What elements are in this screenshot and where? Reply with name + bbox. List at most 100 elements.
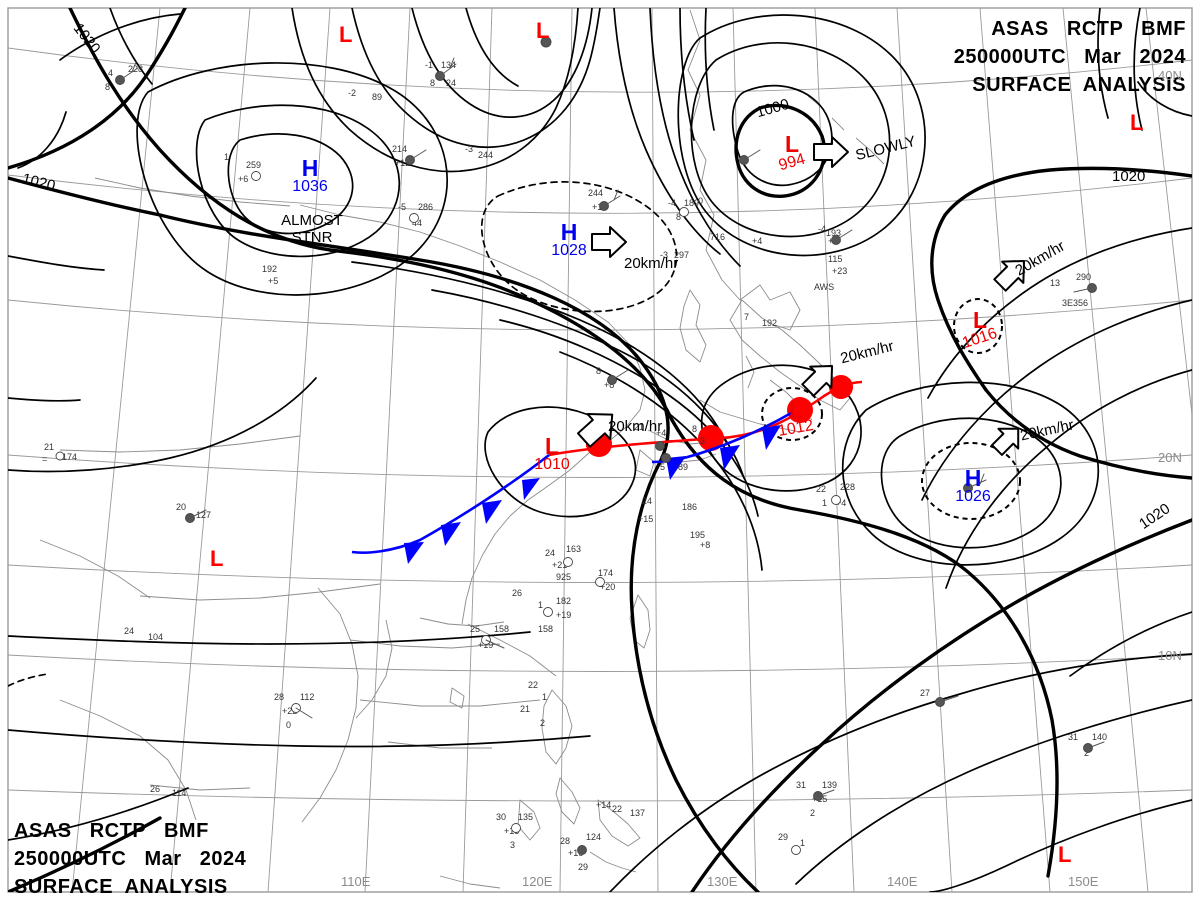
svg-text:925: 925: [556, 572, 571, 582]
dashed-circle-low-1016: [953, 298, 1003, 354]
svg-text:2: 2: [810, 808, 815, 818]
low-marker-left-lower: L: [210, 546, 224, 571]
svg-text:28: 28: [560, 836, 570, 846]
svg-text:158: 158: [538, 624, 553, 634]
svg-text:193: 193: [826, 228, 841, 238]
svg-text:-4: -4: [668, 198, 676, 208]
almost-stnr-line-2: STNR: [291, 229, 333, 246]
svg-text:24: 24: [642, 496, 652, 506]
svg-text:174: 174: [598, 568, 613, 578]
svg-text:228: 228: [840, 482, 855, 492]
svg-text:1: 1: [224, 152, 229, 162]
svg-text:+19: +19: [478, 640, 493, 650]
pressure-system-high-1028: H 1028: [547, 221, 591, 260]
motion-arrow-high-1028: [591, 226, 627, 258]
svg-text:+8: +8: [700, 540, 710, 550]
svg-text:135: 135: [518, 812, 533, 822]
pressure-system-low-994: L 994: [770, 133, 814, 175]
svg-text:26: 26: [512, 588, 522, 598]
svg-text:29: 29: [578, 862, 588, 872]
svg-text:137: 137: [630, 808, 645, 818]
svg-text:22: 22: [528, 680, 538, 690]
svg-text:+4: +4: [656, 428, 666, 438]
svg-text:5: 5: [660, 462, 665, 472]
svg-text:182: 182: [556, 596, 571, 606]
svg-text:+22: +22: [282, 706, 297, 716]
lon-label-150e: 150E: [1068, 874, 1099, 889]
low-marker-top-left: L: [339, 22, 353, 47]
svg-text:+15: +15: [638, 514, 653, 524]
svg-text:134: 134: [441, 60, 456, 70]
graticule: [8, 8, 1192, 892]
pressure-system-low-1016: L 1016: [958, 309, 1002, 353]
svg-text:+16: +16: [568, 848, 583, 858]
svg-text:0: 0: [286, 720, 291, 730]
motion-label-high-1028: 20km/hr: [624, 255, 679, 272]
low-marker-right-upper: L: [1130, 110, 1144, 135]
svg-text:8: 8: [105, 82, 110, 92]
svg-text:+4: +4: [836, 498, 846, 508]
svg-text:+21: +21: [552, 560, 567, 570]
svg-text:+19: +19: [556, 610, 571, 620]
svg-text:+15: +15: [504, 826, 519, 836]
svg-text:-3: -3: [660, 250, 668, 260]
svg-text:+8: +8: [604, 380, 614, 390]
svg-text:26: 26: [150, 784, 160, 794]
svg-text:28: 28: [274, 692, 284, 702]
lon-label-120e: 120E: [522, 874, 553, 889]
svg-text:+12: +12: [395, 158, 410, 168]
svg-text:21: 21: [44, 442, 54, 452]
svg-text:158: 158: [494, 624, 509, 634]
svg-text:20: 20: [176, 502, 186, 512]
svg-text:21: 21: [634, 422, 644, 432]
svg-text:3: 3: [510, 840, 515, 850]
high-symbol: H: [964, 465, 982, 491]
svg-text:22: 22: [816, 484, 826, 494]
low-marker-bottom-right: L: [1058, 842, 1072, 867]
svg-text:8: 8: [596, 366, 601, 376]
svg-text:-3: -3: [465, 144, 473, 154]
lon-label-110e: 110E: [341, 874, 371, 889]
svg-text:124: 124: [586, 832, 601, 842]
svg-text:8: 8: [430, 78, 435, 88]
svg-text:22: 22: [612, 804, 622, 814]
movement-arrows: [576, 136, 1026, 456]
svg-text:140: 140: [1092, 732, 1107, 742]
svg-text:1: 1: [822, 498, 827, 508]
svg-text:112: 112: [300, 692, 314, 702]
pressure-system-high-1026: H 1026: [949, 465, 997, 506]
svg-text:114: 114: [172, 788, 186, 798]
svg-text:0: 0: [698, 196, 703, 206]
low-value: 1012: [776, 417, 816, 440]
motion-arrow-high-1026: [991, 427, 1020, 456]
svg-text:192: 192: [262, 264, 277, 274]
svg-text:+23: +23: [832, 266, 847, 276]
cold-front-line-west: [351, 453, 550, 554]
dashed-circle-high-1026: [921, 442, 1021, 520]
svg-text:195: 195: [690, 530, 705, 540]
svg-text:1: 1: [538, 600, 543, 610]
header-line-1: ASAS RCTP BMF: [991, 18, 1186, 40]
footer-line-3: SURFACE ANALYSIS: [14, 876, 228, 898]
svg-text:192: 192: [762, 318, 777, 328]
svg-text:13: 13: [1050, 278, 1060, 288]
svg-text:1: 1: [800, 838, 805, 848]
svg-text:2: 2: [540, 718, 545, 728]
svg-text:259: 259: [246, 160, 261, 170]
svg-text:-1: -1: [425, 60, 433, 70]
lat-label-10n: 10N: [1158, 648, 1182, 663]
svg-text:1: 1: [542, 692, 547, 702]
low-symbol: L: [788, 397, 804, 423]
coastlines: [39, 9, 885, 889]
almost-stnr-annotation: ALMOST STNR: [274, 212, 350, 246]
svg-text:25: 25: [470, 624, 480, 634]
isobars: [8, 8, 1192, 892]
svg-text:+6: +6: [238, 174, 248, 184]
motion-arrow-low-1016: [993, 259, 1026, 292]
motion-arrow-low-1012: [801, 364, 834, 397]
svg-text:44: 44: [412, 218, 422, 228]
svg-text:174: 174: [62, 452, 77, 462]
